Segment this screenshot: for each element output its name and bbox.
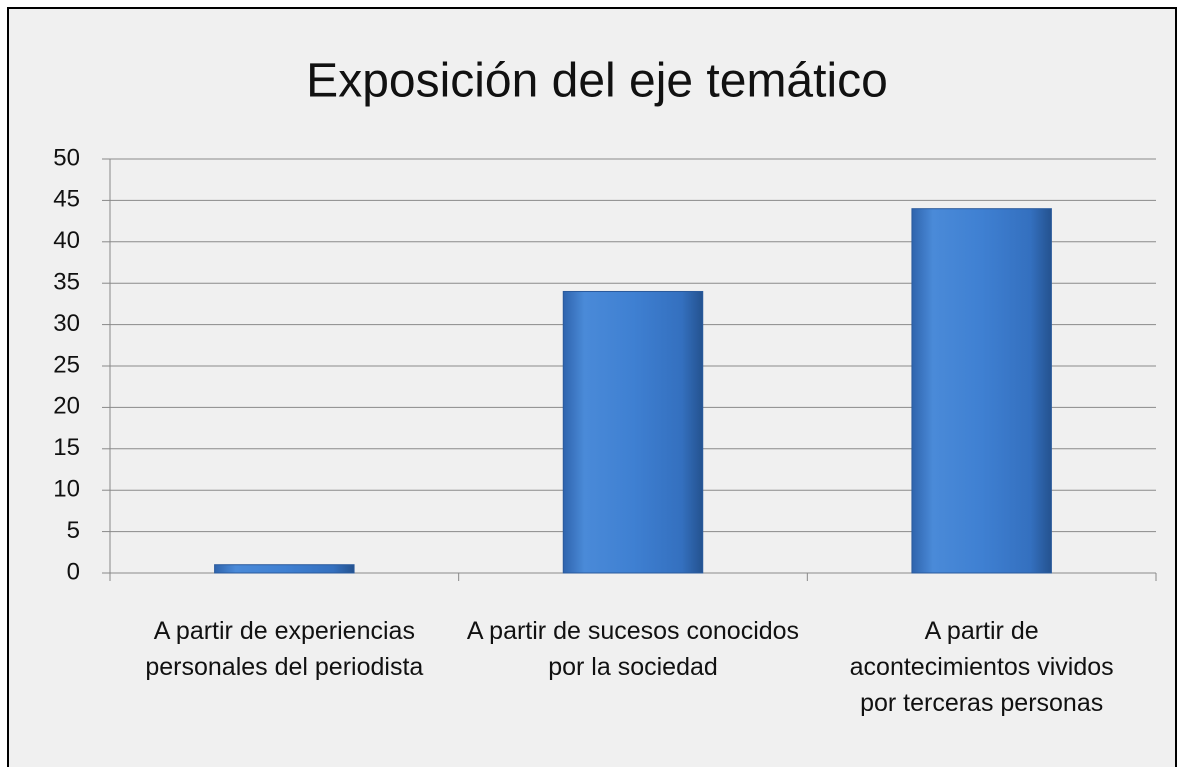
- x-tick-label: A partir de sucesos conocidos por la soc…: [466, 617, 800, 681]
- y-tick-label: 20: [53, 393, 80, 420]
- x-tick-label: A partir de acontecimientos vividos por …: [849, 617, 1114, 717]
- y-tick-label: 50: [53, 144, 80, 171]
- chart-title: Exposición del eje temático: [306, 55, 888, 108]
- y-tick-label: 40: [53, 227, 80, 254]
- y-tick-label: 35: [53, 269, 80, 296]
- bar: [214, 564, 355, 574]
- y-tick-label: 45: [53, 186, 80, 213]
- y-tick-label: 0: [67, 558, 80, 585]
- bar: [911, 208, 1052, 574]
- y-tick-label: 15: [53, 434, 80, 461]
- y-tick-label: 30: [53, 310, 80, 337]
- bar: [562, 290, 704, 574]
- x-tick-label: A partir de experiencias personales del …: [145, 617, 424, 681]
- y-tick-label: 10: [53, 476, 80, 503]
- y-tick-label: 25: [53, 351, 80, 378]
- y-tick-label: 5: [67, 517, 80, 544]
